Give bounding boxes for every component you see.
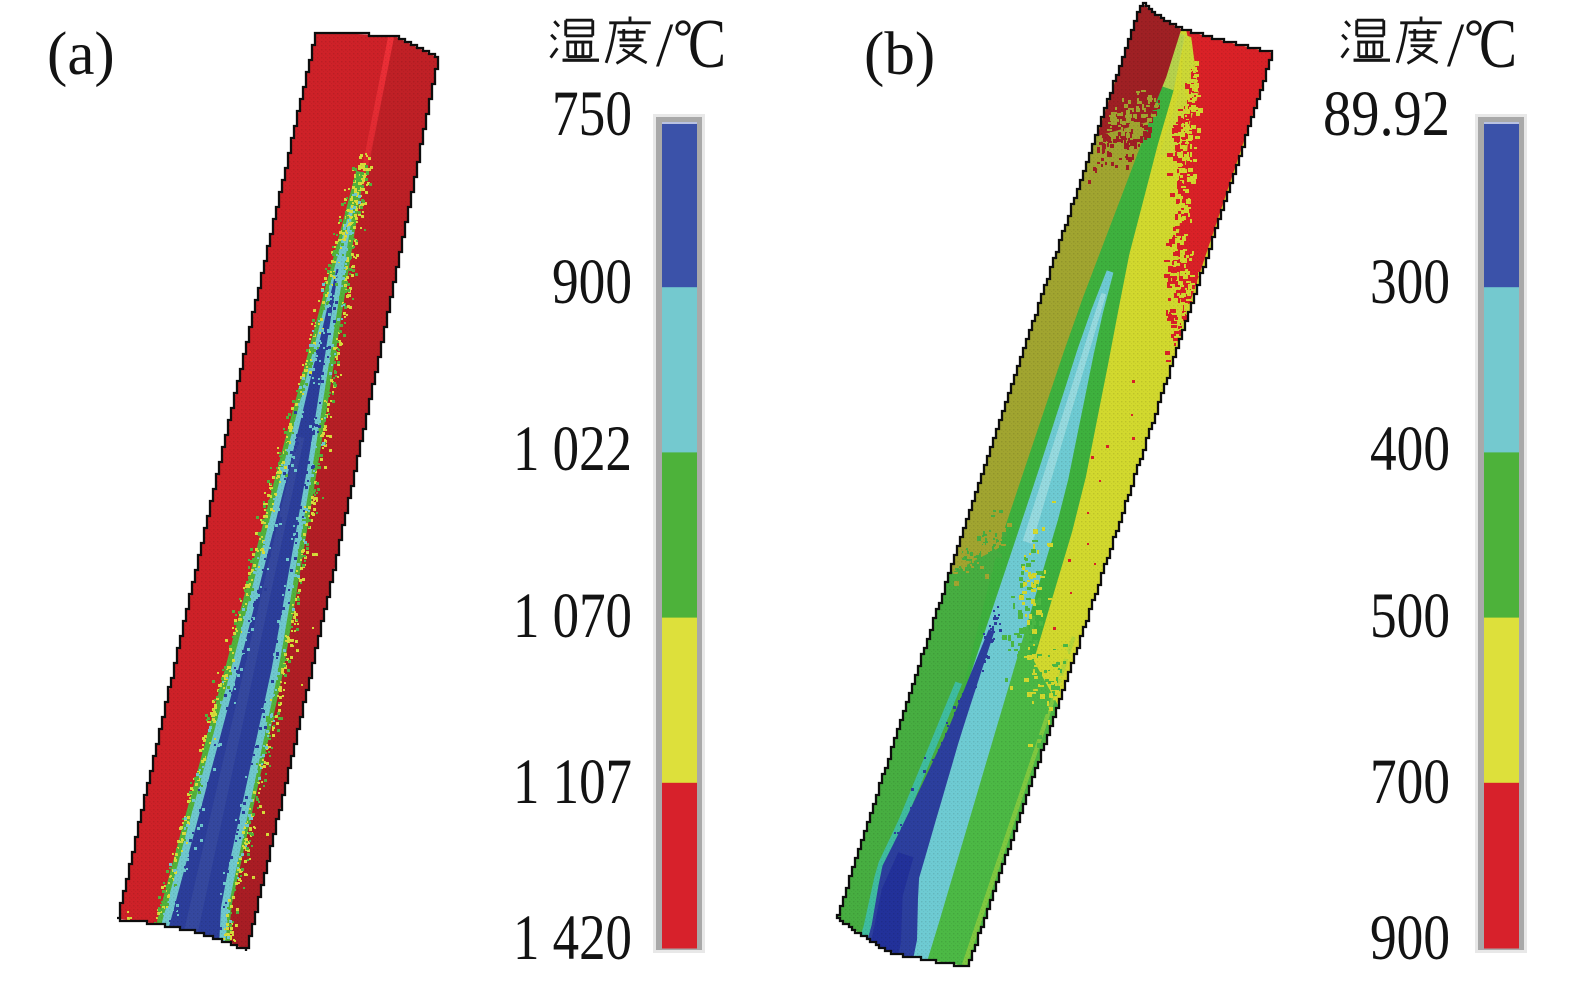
svg-text:400: 400 [1370,413,1450,485]
svg-text:1 070: 1 070 [513,580,632,652]
svg-text:750: 750 [552,78,632,150]
svg-text:700: 700 [1370,746,1450,818]
svg-text:C: C [1479,6,1517,83]
svg-text:900: 900 [552,246,632,318]
svg-text:89.92: 89.92 [1323,78,1450,150]
svg-text:/: / [1447,12,1465,80]
svg-text:900: 900 [1370,902,1450,974]
svg-text:(b): (b) [864,21,935,88]
svg-text:/: / [656,12,674,80]
svg-text:1 107: 1 107 [513,746,632,818]
svg-text:500: 500 [1370,580,1450,652]
svg-text:(a): (a) [47,21,115,88]
svg-text:300: 300 [1370,246,1450,318]
svg-text:1 022: 1 022 [513,413,632,485]
svg-text:1 420: 1 420 [513,902,632,974]
svg-text:C: C [688,6,726,83]
